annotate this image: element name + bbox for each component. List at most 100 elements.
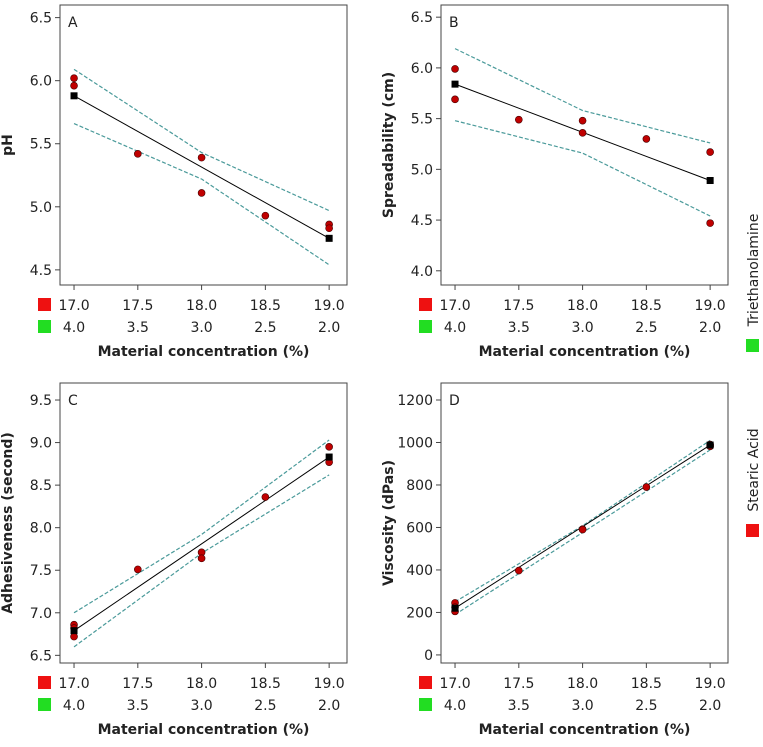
y-tick-label: 1200 xyxy=(397,393,433,409)
y-tick-label: 6.5 xyxy=(411,10,433,26)
x2-tick-label: 3.0 xyxy=(571,320,593,336)
x2-tick-label: 3.0 xyxy=(190,698,212,714)
panel-label: D xyxy=(449,393,460,409)
data-point xyxy=(197,153,206,162)
predicted-point xyxy=(325,453,333,461)
panel-label: A xyxy=(68,15,78,31)
plot-frame xyxy=(59,382,348,664)
predicted-point xyxy=(325,234,333,242)
data-point xyxy=(642,483,651,491)
x-tick-label: 17.5 xyxy=(122,298,153,314)
factor-swatch xyxy=(419,676,432,689)
x2-tick-label: 3.5 xyxy=(127,698,149,714)
x-tick-label: 17.5 xyxy=(503,676,534,692)
plot-frame xyxy=(59,4,348,286)
x2-tick-label: 2.5 xyxy=(254,698,276,714)
x-tick-label: 18.5 xyxy=(250,676,281,692)
y-tick-label: 7.5 xyxy=(30,563,52,579)
data-point xyxy=(261,211,270,220)
x-tick-label: 18.0 xyxy=(186,298,217,314)
data-point xyxy=(706,219,714,227)
ci-lower xyxy=(454,120,711,217)
x-axis-label: Material concentration (%) xyxy=(479,344,691,360)
predicted-point xyxy=(451,604,459,612)
x2-tick-label: 3.0 xyxy=(571,698,593,714)
y-tick-label: 1000 xyxy=(397,435,433,451)
x-tick-label: 17.0 xyxy=(439,676,470,692)
x-axis-label: Material concentration (%) xyxy=(98,344,310,360)
x-tick-label: 17.0 xyxy=(58,676,89,692)
y-tick-label: 9.0 xyxy=(30,436,52,452)
factor-swatch xyxy=(38,320,51,333)
x-tick-label: 19.0 xyxy=(314,298,345,314)
legend-swatch xyxy=(746,339,759,352)
x-tick-label: 18.0 xyxy=(567,676,598,692)
x-tick-label: 18.5 xyxy=(631,676,662,692)
x-tick-label: 19.0 xyxy=(314,676,345,692)
x2-tick-label: 3.0 xyxy=(190,320,212,336)
x2-tick-label: 4.0 xyxy=(444,320,466,336)
data-point xyxy=(261,493,270,501)
factor-swatch xyxy=(419,320,432,333)
y-tick-label: 5.0 xyxy=(411,162,433,178)
factor-swatch xyxy=(38,698,51,711)
x-axis-label: Material concentration (%) xyxy=(479,722,691,738)
fit-line xyxy=(73,95,330,239)
y-tick-label: 6.0 xyxy=(30,74,52,90)
legend-label: Stearic Acid xyxy=(746,428,762,511)
x-tick-label: 18.0 xyxy=(567,298,598,314)
x2-tick-label: 3.5 xyxy=(127,320,149,336)
x2-tick-label: 3.5 xyxy=(508,320,530,336)
factor-swatch xyxy=(419,298,432,311)
x-tick-label: 17.0 xyxy=(439,298,470,314)
factor-swatch xyxy=(38,298,51,311)
legend-label: Triethanolamine xyxy=(746,214,762,328)
x2-tick-label: 3.5 xyxy=(508,698,530,714)
predicted-point xyxy=(70,92,78,100)
x2-tick-label: 4.0 xyxy=(444,698,466,714)
x-tick-label: 18.5 xyxy=(250,298,281,314)
y-tick-label: 5.0 xyxy=(30,200,52,216)
data-point xyxy=(134,565,142,574)
y-axis-label: pH xyxy=(0,134,16,156)
data-point xyxy=(197,189,206,197)
y-tick-label: 8.5 xyxy=(30,478,52,494)
data-point xyxy=(706,148,714,156)
x2-tick-label: 2.5 xyxy=(635,698,657,714)
data-point xyxy=(325,224,333,233)
predicted-point xyxy=(70,627,78,635)
y-tick-label: 8.0 xyxy=(30,521,52,537)
x2-tick-label: 2.0 xyxy=(699,698,721,714)
data-point xyxy=(197,554,206,563)
data-point xyxy=(515,566,523,575)
data-point xyxy=(451,95,459,104)
data-point xyxy=(578,525,587,534)
y-tick-label: 5.5 xyxy=(411,112,433,128)
y-tick-label: 6.5 xyxy=(30,648,52,664)
predicted-point xyxy=(451,80,459,88)
y-tick-label: 400 xyxy=(406,563,433,579)
y-axis-label: Adhesiveness (second) xyxy=(0,432,16,614)
x-tick-label: 17.5 xyxy=(503,298,534,314)
plot-frame xyxy=(440,382,729,664)
predicted-point xyxy=(706,177,714,185)
x2-tick-label: 4.0 xyxy=(63,320,85,336)
data-point xyxy=(325,443,333,451)
data-point xyxy=(134,150,142,158)
predicted-point xyxy=(706,441,714,449)
x-tick-label: 17.5 xyxy=(122,676,153,692)
x2-tick-label: 4.0 xyxy=(63,698,85,714)
factor-swatch xyxy=(38,676,51,689)
y-tick-label: 7.0 xyxy=(30,606,52,622)
x2-tick-label: 2.5 xyxy=(254,320,276,336)
fit-line xyxy=(73,456,330,632)
y-axis-label: Spreadability (cm) xyxy=(381,72,397,218)
y-tick-label: 4.5 xyxy=(30,263,52,279)
ci-lower xyxy=(73,123,330,266)
x2-tick-label: 2.5 xyxy=(635,320,657,336)
y-tick-label: 200 xyxy=(406,605,433,621)
data-point xyxy=(642,135,651,143)
y-tick-label: 800 xyxy=(406,478,433,494)
x-tick-label: 18.0 xyxy=(186,676,217,692)
legend-swatch xyxy=(746,524,759,537)
